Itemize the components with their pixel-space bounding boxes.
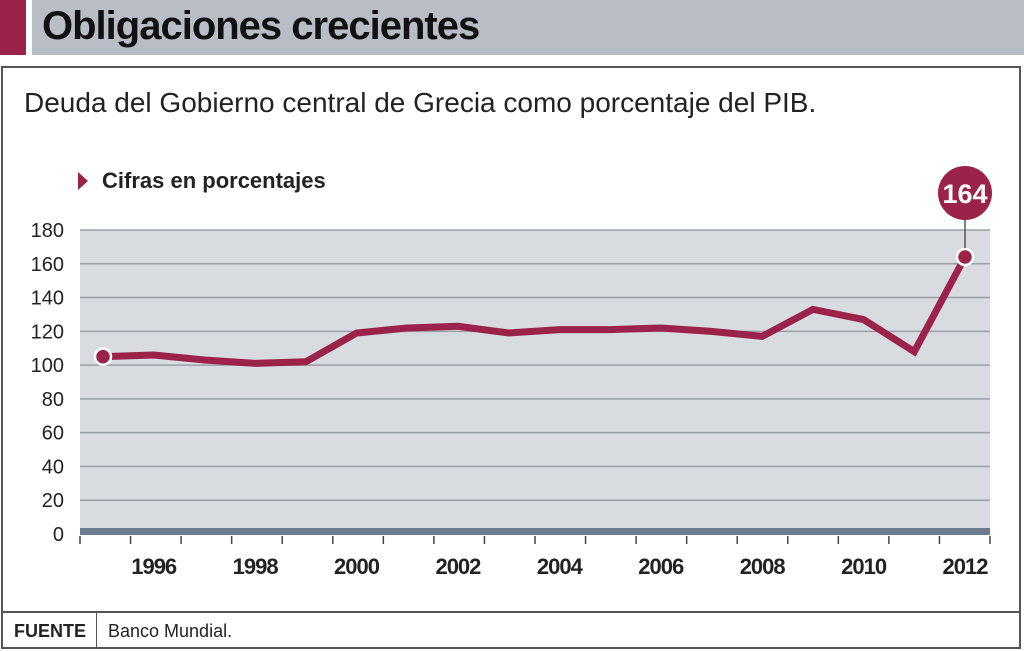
- y-tick-label: 40: [42, 456, 64, 478]
- footer-separator: [96, 613, 97, 649]
- data-point: [93, 347, 113, 366]
- x-tick-label: 2002: [435, 554, 481, 579]
- chart-subtitle: Deuda del Gobierno central de Grecia com…: [24, 87, 817, 118]
- chart-frame: [1, 66, 1021, 649]
- x-tick-label: 2006: [638, 554, 684, 579]
- y-tick-label: 60: [42, 423, 64, 445]
- callout-value: 164: [942, 179, 987, 209]
- y-tick-label: 80: [42, 389, 64, 411]
- y-tick-label: 180: [31, 220, 64, 242]
- chart-title: Obligaciones crecientes: [42, 4, 480, 48]
- title-bar: Obligaciones crecientes: [0, 0, 1024, 56]
- y-tick-label: 20: [42, 490, 64, 512]
- source-label: FUENTE: [14, 621, 86, 641]
- plot-area: [80, 230, 990, 534]
- x-axis-baseline: [80, 528, 990, 535]
- footer-divider: [1, 611, 1021, 613]
- y-tick-label: 160: [31, 254, 64, 276]
- y-tick-label: 140: [31, 288, 64, 310]
- x-tick-label: 1996: [131, 554, 177, 579]
- x-tick-label: 2012: [943, 554, 989, 579]
- x-tick-label: 2008: [740, 554, 786, 579]
- x-tick-label: 2010: [841, 554, 887, 579]
- data-point: [955, 247, 975, 267]
- y-tick-label: 120: [31, 321, 64, 343]
- x-tick-label: 2000: [334, 554, 380, 579]
- callout-bubble: [938, 166, 992, 220]
- x-tick-label: 1998: [233, 554, 279, 579]
- y-tick-label: 100: [31, 355, 64, 377]
- y-tick-label: 0: [53, 524, 64, 546]
- title-background: [32, 0, 1024, 55]
- title-accent-block: [0, 0, 26, 55]
- source-text: Banco Mundial.: [108, 621, 233, 641]
- unit-label: Cifras en porcentajes: [102, 168, 326, 193]
- series-line: [102, 255, 969, 367]
- unit-label-row: Cifras en porcentajes: [78, 168, 326, 194]
- x-tick-label: 2004: [537, 554, 584, 579]
- triangle-right-icon: [78, 172, 88, 190]
